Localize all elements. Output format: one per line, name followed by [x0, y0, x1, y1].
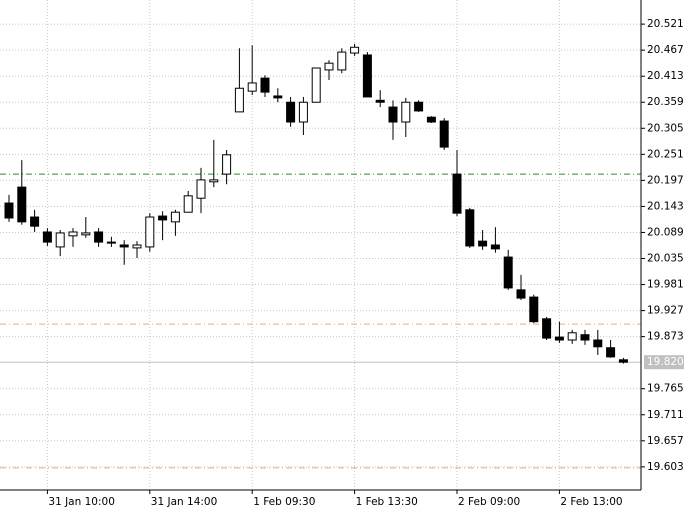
y-tick-label: 20.521	[647, 18, 684, 30]
candle-body	[478, 240, 488, 247]
candle-body	[145, 216, 155, 248]
candle-body	[593, 339, 603, 348]
y-tick-label: 19.711	[647, 409, 684, 421]
candle-body	[452, 173, 462, 214]
candle-body	[362, 54, 372, 98]
y-tick-label: 20.035	[647, 253, 684, 265]
y-tick-label: 20.143	[647, 200, 684, 212]
candle-body	[516, 289, 526, 299]
candle-body	[542, 318, 552, 339]
candle-body	[42, 231, 52, 243]
x-tick-label: 31 Jan 10:00	[48, 496, 114, 508]
candle-body	[30, 216, 40, 227]
y-tick-label: 19.927	[647, 305, 684, 317]
candle-body	[286, 101, 296, 123]
candle-body	[234, 87, 244, 113]
candle-body	[68, 231, 78, 237]
candle-body	[4, 202, 14, 219]
y-tick-label: 20.467	[647, 44, 684, 56]
candle-body	[350, 46, 360, 54]
y-tick-label: 19.981	[647, 279, 684, 291]
y-tick-label: 19.657	[647, 435, 684, 447]
candle-body	[426, 116, 436, 123]
y-tick-label: 20.197	[647, 174, 684, 186]
candle-body	[337, 51, 347, 71]
candle-body	[580, 334, 590, 341]
y-tick-label: 20.359	[647, 96, 684, 108]
candle-body	[94, 231, 104, 243]
x-tick-label: 1 Feb 09:30	[253, 496, 315, 508]
candle-body	[183, 195, 193, 213]
x-tick-label: 2 Feb 09:00	[458, 496, 520, 508]
current-price-tag	[644, 355, 684, 370]
candle-body	[106, 241, 116, 244]
candle-body	[170, 211, 180, 223]
y-tick-label: 20.089	[647, 226, 684, 238]
y-tick-label: 19.603	[647, 461, 684, 473]
candle-body	[388, 106, 398, 123]
candle-body	[222, 154, 232, 175]
candle-body	[132, 244, 142, 249]
candle-body	[298, 101, 308, 123]
y-tick-label: 19.873	[647, 331, 684, 343]
candle-body	[529, 296, 539, 323]
candle-body	[490, 244, 500, 250]
candle-body	[439, 120, 449, 148]
candle-body	[17, 186, 27, 223]
candle-body	[119, 244, 129, 248]
candle-body	[414, 101, 424, 112]
candle-body	[273, 95, 283, 99]
candle-body	[401, 101, 411, 123]
candle-body	[465, 209, 475, 247]
y-tick-label: 19.765	[647, 383, 684, 395]
candle-body	[81, 232, 91, 236]
candle-body	[311, 67, 321, 103]
x-tick-label: 2 Feb 13:00	[560, 496, 622, 508]
candle-body	[196, 179, 206, 199]
candle-body	[247, 82, 257, 92]
candle-body	[606, 347, 616, 358]
x-tick-label: 1 Feb 13:30	[356, 496, 418, 508]
x-tick-label: 31 Jan 14:00	[151, 496, 217, 508]
candle-body	[158, 215, 168, 221]
y-tick-label: 20.251	[647, 148, 684, 160]
candle-body	[324, 62, 334, 71]
candle-body	[209, 179, 219, 183]
candle-body	[55, 232, 65, 248]
y-tick-label: 20.305	[647, 122, 684, 134]
candle-body	[260, 77, 270, 93]
candle-body	[554, 336, 564, 341]
candle-body	[618, 359, 628, 363]
current-price-label: 19.820	[647, 356, 684, 368]
candle-body	[567, 332, 577, 341]
candle-body	[503, 256, 513, 289]
candle-body	[375, 99, 385, 103]
y-tick-label: 20.413	[647, 70, 684, 82]
